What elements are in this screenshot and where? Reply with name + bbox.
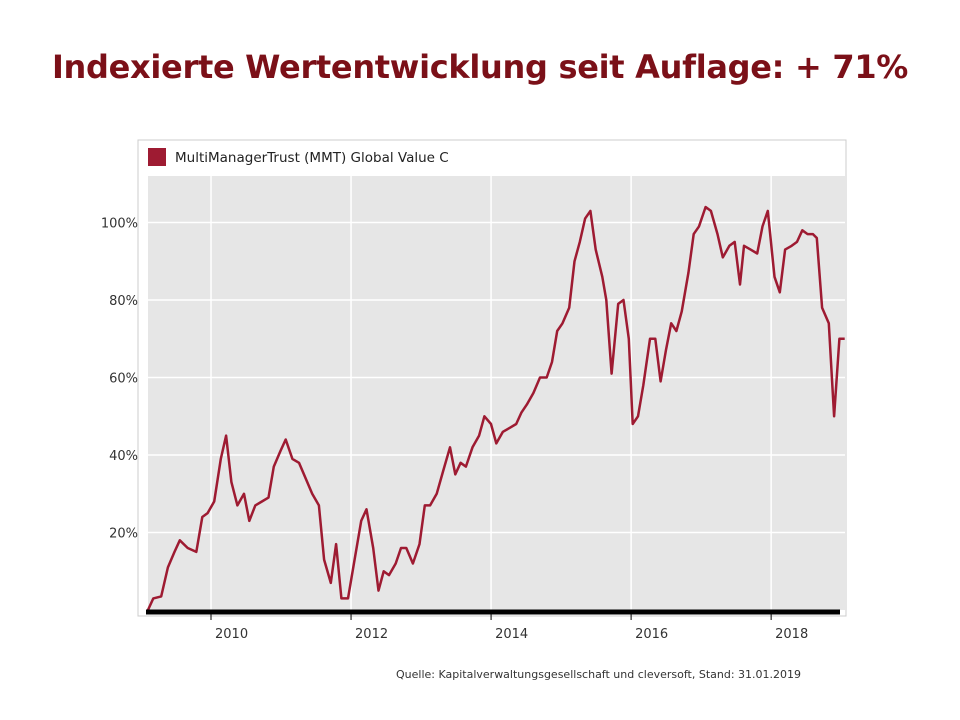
legend-swatch [148, 148, 166, 166]
legend-label: MultiManagerTrust (MMT) Global Value C [175, 150, 449, 166]
source-note: Quelle: Kapitalverwaltungsgesellschaft u… [396, 668, 802, 681]
x-axis-labels: 2010 2012 2014 2016 2018 [210, 612, 808, 642]
x-tick-label: 2014 [495, 627, 528, 642]
x-tick-label: 2012 [355, 627, 388, 642]
x-tick-label: 2016 [635, 627, 668, 642]
x-tick-label: 2018 [775, 627, 808, 642]
series-layer [146, 205, 845, 611]
plot-area [148, 176, 845, 610]
slide-title: Indexierte Wertentwicklung seit Auflage:… [51, 48, 909, 86]
y-tick-label: 80% [109, 294, 138, 309]
y-tick-label: 100% [101, 217, 138, 232]
y-tick-label: 60% [109, 372, 138, 387]
y-tick-label: 40% [109, 449, 138, 464]
y-tick-label: 20% [109, 527, 138, 542]
legend: MultiManagerTrust (MMT) Global Value C [148, 148, 449, 166]
y-axis-labels: 20% 40% 60% 80% 100% [101, 217, 138, 542]
series-line [146, 205, 845, 611]
x-tick-label: 2010 [215, 627, 248, 642]
